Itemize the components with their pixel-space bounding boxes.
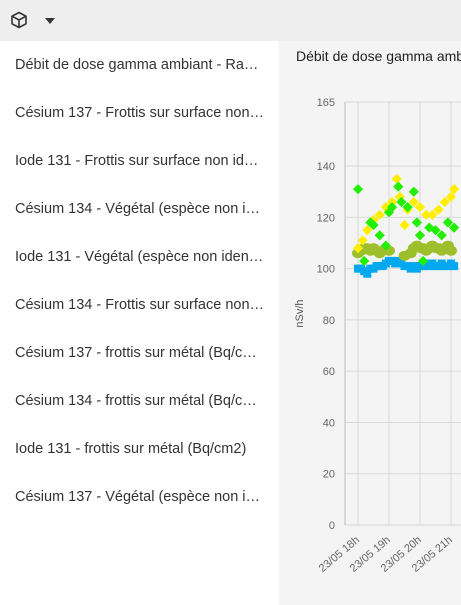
data-point	[402, 202, 413, 213]
list-item[interactable]: Césium 134 - Végétal (espèce non identif…	[15, 201, 279, 217]
data-point	[414, 202, 426, 213]
data-point	[414, 230, 426, 241]
chart-title: Débit de dose gamma ambiant	[296, 48, 461, 64]
data-point	[445, 245, 457, 256]
top-toolbar	[0, 0, 461, 41]
list-item[interactable]: Césium 137 - frottis sur métal (Bq/cm2)	[15, 345, 268, 361]
list-item[interactable]: Césium 134 - Frottis sur surface non ide…	[15, 297, 279, 313]
list-item[interactable]: Débit de dose gamma ambiant - Radiamètre…	[15, 57, 279, 73]
data-point	[393, 181, 404, 192]
data-point	[362, 225, 373, 236]
caret-down-icon[interactable]	[45, 18, 55, 24]
y-tick-label: 165	[317, 97, 335, 109]
chart-panel: Débit de dose gamma ambiant 0 20 40 60 80 100…	[279, 41, 461, 605]
data-point	[359, 255, 370, 267]
y-tick-label: 20	[323, 469, 335, 481]
y-axis-label: nSv/h	[294, 299, 306, 327]
y-tick-label: 60	[323, 366, 335, 378]
data-point	[357, 235, 368, 246]
data-point	[387, 196, 398, 208]
cube-icon[interactable]	[10, 11, 28, 29]
list-item[interactable]: Iode 131 - frottis sur métal (Bq/cm2)	[15, 441, 247, 457]
y-tick-label: 100	[317, 264, 335, 276]
data-point	[374, 230, 385, 241]
list-item[interactable]: Iode 131 - Frottis sur surface non ident…	[15, 153, 279, 169]
data-point	[352, 184, 364, 195]
data-point	[374, 209, 385, 220]
data-point	[445, 191, 457, 202]
y-tick-label: 0	[329, 520, 335, 532]
y-tick-label: 140	[317, 161, 335, 173]
y-tick-label: 120	[317, 212, 335, 224]
list-item[interactable]: Iode 131 - Végétal (espèce non identifié…	[15, 249, 279, 265]
data-point	[418, 255, 429, 267]
data-point	[427, 209, 438, 220]
data-point	[387, 202, 398, 213]
data-point	[450, 262, 459, 271]
data-point	[449, 222, 460, 233]
y-tick-label: 80	[323, 315, 335, 327]
data-point	[408, 186, 419, 197]
list-item[interactable]: Césium 134 - frottis sur métal (Bq/cm2)	[15, 393, 268, 409]
data-point	[391, 173, 402, 185]
data-point	[399, 219, 410, 231]
data-point	[363, 269, 372, 278]
measurement-list: Débit de dose gamma ambiant - Radiamètre…	[0, 41, 279, 605]
list-item[interactable]: Césium 137 - Frottis sur surface non ide…	[15, 105, 279, 121]
list-item[interactable]: Césium 137 - Végétal (espèce non identif…	[15, 489, 279, 505]
y-tick-label: 40	[323, 417, 335, 429]
